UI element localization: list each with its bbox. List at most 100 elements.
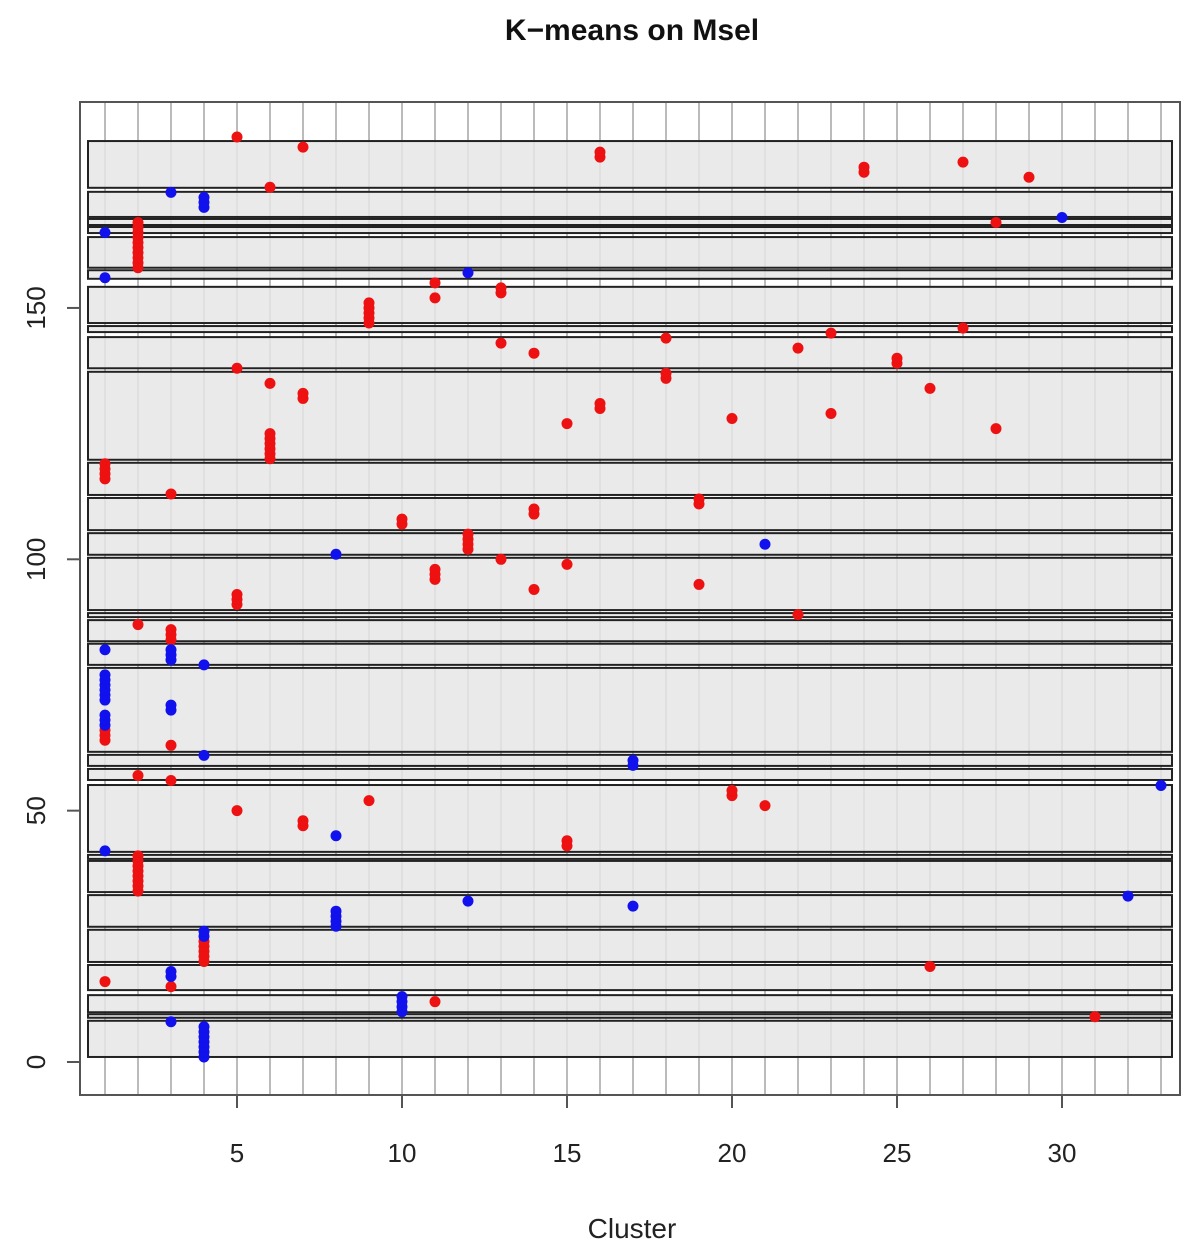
band	[87, 236, 1173, 269]
red-point	[363, 297, 375, 309]
band	[87, 532, 1173, 556]
blue-point	[198, 1021, 210, 1033]
red-point	[891, 352, 903, 364]
y-tick-label: 50	[21, 796, 51, 825]
red-point	[132, 850, 144, 862]
blue-point	[759, 538, 771, 550]
x-tick-label: 15	[553, 1138, 582, 1168]
red-point	[231, 131, 243, 143]
band	[87, 619, 1173, 643]
red-point	[165, 739, 177, 751]
red-point	[792, 609, 804, 621]
red-point	[561, 835, 573, 847]
band	[87, 612, 1173, 619]
red-point	[264, 377, 276, 389]
red-point	[132, 216, 144, 228]
red-point	[495, 553, 507, 565]
band	[87, 784, 1173, 853]
y-axis: 0 50 100 150	[21, 286, 80, 1069]
red-point	[825, 408, 837, 420]
band	[87, 853, 1173, 860]
blue-point	[462, 895, 474, 907]
red-point	[660, 367, 672, 379]
band	[87, 666, 1173, 753]
band	[87, 928, 1173, 963]
red-point	[231, 362, 243, 374]
blue-point	[198, 925, 210, 937]
blue-point	[1122, 890, 1134, 902]
red-point	[561, 558, 573, 570]
red-point	[363, 795, 375, 807]
red-point	[495, 282, 507, 294]
y-tick-label: 150	[21, 286, 51, 329]
y-tick-label: 0	[21, 1055, 51, 1069]
band	[87, 767, 1173, 781]
blue-point	[1155, 780, 1167, 792]
red-point	[165, 774, 177, 786]
band	[87, 1019, 1173, 1058]
blue-point	[99, 272, 111, 284]
band	[87, 963, 1173, 992]
blue-point	[165, 699, 177, 711]
blue-point	[198, 191, 210, 203]
band	[87, 642, 1173, 666]
blue-point	[165, 966, 177, 978]
blue-point	[99, 669, 111, 681]
red-point	[825, 327, 837, 339]
blue-point	[627, 754, 639, 766]
red-point	[264, 428, 276, 440]
red-point	[99, 976, 111, 988]
blue-point	[627, 900, 639, 912]
red-point	[1089, 1011, 1101, 1023]
red-point	[528, 503, 540, 515]
band	[87, 496, 1173, 532]
band	[87, 556, 1173, 612]
x-tick-label: 5	[230, 1138, 244, 1168]
band	[87, 994, 1173, 1014]
red-point	[957, 322, 969, 334]
red-point	[990, 423, 1002, 435]
red-point	[924, 960, 936, 972]
blue-point	[198, 749, 210, 761]
red-point	[990, 216, 1002, 228]
red-point	[726, 413, 738, 425]
red-point	[165, 488, 177, 500]
red-point	[132, 769, 144, 781]
band	[87, 370, 1173, 461]
red-point	[264, 181, 276, 193]
band	[87, 894, 1173, 928]
red-point	[297, 387, 309, 399]
band	[87, 859, 1173, 894]
blue-point	[198, 659, 210, 671]
red-point	[99, 458, 111, 470]
red-point	[924, 382, 936, 394]
red-point	[429, 292, 441, 304]
blue-point	[165, 1016, 177, 1028]
blue-point	[99, 845, 111, 857]
red-point	[396, 513, 408, 525]
x-tick-label: 30	[1048, 1138, 1077, 1168]
x-tick-label: 20	[718, 1138, 747, 1168]
red-point	[957, 156, 969, 168]
red-point	[594, 397, 606, 409]
red-point	[462, 528, 474, 540]
band	[87, 285, 1173, 325]
red-point	[165, 624, 177, 636]
blue-point	[330, 548, 342, 560]
bands	[87, 140, 1173, 1058]
band	[87, 140, 1173, 189]
blue-point	[462, 267, 474, 279]
blue-point	[1056, 211, 1068, 223]
red-point	[660, 332, 672, 344]
blue-point	[99, 709, 111, 721]
red-point	[726, 785, 738, 797]
red-point	[429, 563, 441, 575]
x-tick-label: 10	[388, 1138, 417, 1168]
blue-point	[99, 227, 111, 239]
red-point	[429, 996, 441, 1008]
blue-point	[165, 644, 177, 656]
band	[87, 190, 1173, 218]
red-point	[528, 347, 540, 359]
blue-point	[330, 905, 342, 917]
